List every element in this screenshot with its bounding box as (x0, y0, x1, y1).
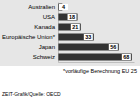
x-axis-line (59, 62, 135, 63)
category-label: Schweiz (33, 54, 55, 60)
y-tick: Japan (39, 44, 55, 50)
bars (58, 4, 132, 61)
y-axis-line (58, 3, 59, 63)
data-label-box (71, 24, 80, 30)
data-label-box (84, 34, 93, 40)
bar (58, 44, 119, 51)
y-tick: Schweiz (33, 54, 55, 60)
data-label-box (68, 14, 77, 20)
y-tick: USA (43, 14, 55, 20)
data-label-box (122, 54, 131, 60)
category-label: Europäische Union* (2, 34, 56, 40)
x-axis (59, 62, 135, 63)
data-label: 68 (123, 54, 129, 60)
data-label-box (59, 4, 68, 10)
category-label: Kanada (34, 24, 55, 30)
data-label: 33 (85, 34, 91, 40)
chart: Australien USA Kanada Europäische Union* Jap… (0, 0, 140, 100)
data-label: 56 (110, 44, 116, 50)
bar (58, 54, 132, 61)
data-labels: 418 21 33 56 68 (59, 4, 131, 60)
bar (58, 34, 94, 41)
data-label-box (109, 44, 118, 50)
data-label: 18 (69, 14, 75, 20)
bar (58, 14, 78, 21)
y-tick: Europäische Union* (2, 34, 56, 40)
category-label: USA (43, 14, 55, 20)
category-label: Australien (28, 4, 55, 10)
bar (58, 24, 81, 31)
footnote: *vorläufige Berechnung EU 25 (63, 68, 137, 74)
y-axis: Australien USA Kanada Europäische Union* Jap… (2, 3, 59, 63)
background (0, 0, 140, 66)
source: ZEIT-Grafik/Quelle: OECD (2, 91, 61, 97)
data-label: 4 (62, 4, 66, 10)
data-label: 21 (72, 24, 78, 30)
y-tick: Australien (28, 4, 55, 10)
category-label: Japan (39, 44, 55, 50)
y-tick: Kanada (34, 24, 55, 30)
